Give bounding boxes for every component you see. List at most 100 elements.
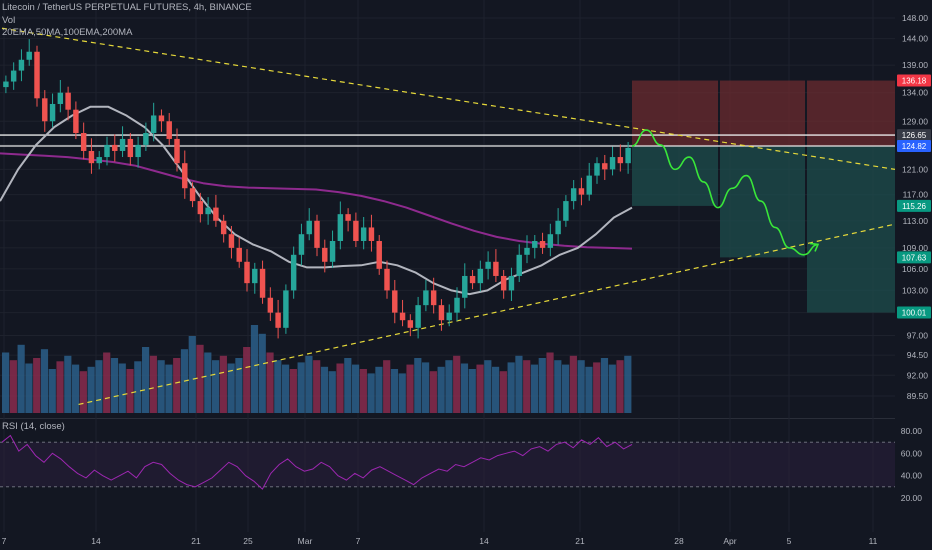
candle-body: [563, 201, 569, 221]
candle: [49, 93, 56, 128]
time-axis[interactable]: 7 14 21 25 Mar 7 14 21 28 Apr 5 11: [2, 536, 878, 546]
candle: [88, 138, 95, 174]
candle: [462, 263, 468, 309]
stop-zone: [807, 80, 895, 147]
volume-bar: [359, 369, 367, 413]
price-badge: 136.18: [897, 74, 931, 87]
volume-bar: [398, 373, 406, 413]
volume-bar: [313, 360, 321, 413]
volume-bar: [126, 369, 134, 413]
volume-bar: [367, 373, 375, 413]
candle-body: [407, 320, 414, 328]
candle-body: [73, 109, 79, 134]
candle: [267, 287, 274, 321]
candle: [384, 260, 390, 299]
price-tick-label: 109.00: [902, 243, 928, 253]
candle: [407, 314, 414, 337]
volume-bar: [250, 325, 259, 413]
candle: [578, 177, 585, 206]
candle: [290, 246, 297, 299]
candle-body: [570, 188, 577, 202]
volume-bar: [352, 364, 360, 413]
trendlines: [1, 27, 896, 406]
candle: [197, 192, 204, 223]
candle-body: [555, 220, 561, 235]
volume-bar: [515, 355, 523, 413]
candle: [228, 225, 235, 259]
candle: [96, 151, 102, 170]
candle-body: [18, 59, 25, 71]
candle: [143, 122, 149, 151]
candle-body: [399, 312, 406, 321]
candle: [500, 269, 507, 299]
candle: [625, 141, 631, 174]
candle-body: [150, 115, 157, 134]
candle-body: [213, 207, 219, 221]
candle-body: [454, 297, 460, 313]
volume-bar: [569, 355, 577, 413]
rsi-pane: [0, 434, 895, 490]
candle: [485, 251, 491, 280]
price-badge-label: 115.26: [902, 202, 926, 211]
candle-body: [446, 312, 452, 321]
price-axis[interactable]: 148.00144.00139.00134.00129.00125.00121.…: [901, 13, 929, 503]
candle: [563, 195, 569, 227]
candle: [586, 162, 592, 201]
volume-bar: [320, 366, 329, 413]
candle-body: [477, 268, 484, 284]
ascending-trendline: [78, 223, 896, 406]
volume-bar: [305, 355, 313, 413]
volume-bar: [429, 371, 437, 413]
candle-body: [220, 220, 227, 235]
price-badge: 124.82: [897, 140, 931, 153]
volume-bar: [375, 366, 383, 413]
candle: [174, 128, 180, 172]
price-tick-label: 92.00: [907, 370, 929, 380]
forecast-path: [631, 129, 820, 256]
candle: [10, 62, 17, 90]
candle-body: [586, 175, 592, 195]
candle: [158, 109, 165, 132]
candle-body: [88, 150, 95, 164]
volume-bar: [56, 361, 64, 413]
volume-bar: [219, 355, 227, 413]
candle: [42, 90, 48, 132]
candle: [65, 86, 71, 121]
rsi-tick-label: 20.00: [901, 493, 923, 503]
price-badge-label: 100.01: [902, 309, 927, 318]
volume-bar: [593, 362, 601, 413]
price-badge-label: 126.65: [902, 131, 927, 140]
candle-body: [65, 92, 71, 110]
descending-trendline: [1, 27, 896, 170]
candle: [345, 208, 351, 232]
candle-body: [415, 305, 421, 328]
candle-body: [104, 144, 110, 158]
volume-bar: [196, 344, 204, 413]
volume-bars: [2, 325, 632, 413]
candle-body: [197, 201, 204, 215]
candle: [423, 279, 429, 312]
price-badge: 126.65: [897, 129, 931, 142]
candle: [360, 217, 367, 250]
volume-bar: [95, 360, 103, 413]
rsi-legend: RSI (14, close): [2, 421, 65, 432]
candle: [399, 299, 406, 327]
volume-bar: [9, 360, 17, 413]
candle-body: [578, 188, 585, 195]
candle: [368, 214, 375, 252]
candle-body: [252, 268, 258, 284]
candle-body: [158, 115, 165, 122]
volume-bar: [460, 363, 469, 413]
candle: [353, 212, 359, 248]
candle: [532, 235, 538, 259]
candle-body: [96, 157, 102, 164]
candle-body: [127, 138, 134, 158]
volume-bar: [149, 355, 157, 413]
volume-bar: [282, 364, 290, 413]
rsi-band-fill: [0, 442, 895, 487]
volume-bar: [577, 360, 585, 413]
candle-body: [508, 275, 515, 291]
candle: [306, 208, 312, 241]
price-tick-label: 97.00: [907, 331, 929, 341]
